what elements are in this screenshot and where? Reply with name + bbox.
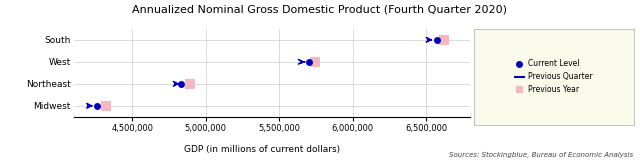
Point <box>303 60 314 63</box>
Point <box>101 104 111 107</box>
Point <box>431 39 442 41</box>
Point <box>184 83 195 85</box>
Point <box>439 39 449 41</box>
Point <box>92 104 102 107</box>
Point <box>176 83 186 85</box>
Legend: Current Level, Previous Quarter, Previous Year: Current Level, Previous Quarter, Previou… <box>511 56 596 98</box>
Text: Annualized Nominal Gross Domestic Product (Fourth Quarter 2020): Annualized Nominal Gross Domestic Produc… <box>132 5 508 15</box>
Text: Sources: Stockingblue, Bureau of Economic Analysis: Sources: Stockingblue, Bureau of Economi… <box>449 152 634 158</box>
Point <box>310 60 320 63</box>
Text: GDP (in millions of current dollars): GDP (in millions of current dollars) <box>184 145 340 154</box>
